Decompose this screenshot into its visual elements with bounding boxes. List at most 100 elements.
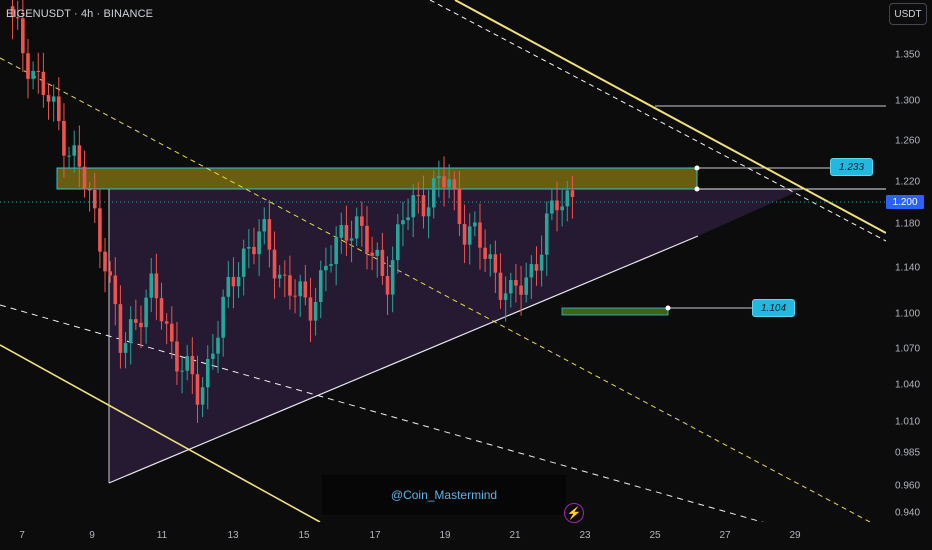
- support-price-label[interactable]: 1.104: [752, 299, 796, 317]
- candle-body: [118, 304, 123, 353]
- candle-body: [51, 96, 56, 102]
- candle-body: [139, 322, 143, 328]
- date-tick: 9: [89, 530, 95, 541]
- price-tick: 1.100: [895, 308, 921, 320]
- candle-body: [354, 216, 359, 239]
- candle-body: [26, 53, 30, 79]
- candle-body: [560, 206, 564, 211]
- candle-body: [144, 297, 148, 328]
- date-tick: 15: [298, 530, 310, 541]
- resistance-handle[interactable]: [694, 165, 700, 171]
- resistance-top-handle[interactable]: [694, 186, 700, 192]
- candle-body: [190, 356, 195, 375]
- candle-body: [77, 145, 82, 167]
- date-tick: 25: [649, 530, 661, 541]
- candle-body: [437, 176, 441, 179]
- candle-body: [324, 265, 328, 271]
- candle-body: [128, 319, 133, 344]
- candle-body: [221, 296, 225, 338]
- date-tick: 13: [227, 530, 239, 541]
- candle-body: [92, 190, 97, 209]
- currency-button[interactable]: USDT: [889, 3, 927, 25]
- candle-body: [426, 207, 431, 217]
- triangle-support-line: [108, 235, 699, 484]
- candle-body: [282, 274, 287, 276]
- resistance-zone[interactable]: [56, 167, 698, 190]
- candle-body: [159, 298, 164, 322]
- candle-body: [498, 272, 503, 300]
- candle-body: [277, 274, 282, 279]
- candle-body: [247, 246, 251, 249]
- candle-body: [195, 374, 200, 405]
- resistance-price-label[interactable]: 1.233: [830, 158, 874, 176]
- candle-body: [519, 285, 523, 295]
- price-tick: 1.180: [895, 218, 921, 230]
- candle-body: [570, 190, 575, 197]
- price-tick: 1.300: [895, 95, 921, 107]
- candle-body: [411, 195, 416, 218]
- candle-body: [56, 96, 61, 121]
- channel-lower-line: [0, 344, 321, 522]
- date-tick: 11: [156, 530, 168, 541]
- candle-body: [555, 200, 559, 211]
- candle-body: [395, 224, 400, 261]
- date-tick: 19: [439, 530, 451, 541]
- price-tick: 1.010: [895, 416, 921, 428]
- candle-body: [447, 179, 451, 188]
- triangle-pattern: [109, 189, 803, 483]
- candle-body: [205, 358, 210, 388]
- date-tick: 21: [509, 530, 521, 541]
- candle-body: [31, 70, 35, 79]
- candle-body: [442, 176, 446, 188]
- candle-body: [329, 264, 333, 266]
- candle-body: [298, 281, 303, 297]
- candle-body: [473, 222, 477, 227]
- candle-body: [231, 276, 236, 287]
- support-handle[interactable]: [665, 305, 671, 311]
- date-tick: 17: [369, 530, 381, 541]
- candle-body: [134, 319, 138, 323]
- candle-body: [318, 270, 323, 303]
- candle-body: [457, 188, 462, 225]
- candle-body: [200, 387, 205, 405]
- candle-body: [252, 246, 256, 255]
- price-tick: 1.070: [895, 343, 921, 355]
- candle-body: [344, 225, 349, 241]
- candle-body: [313, 302, 318, 321]
- candle-body: [98, 208, 102, 252]
- candle-body: [349, 238, 354, 241]
- candle-body: [216, 337, 220, 354]
- candle-body: [293, 295, 297, 297]
- candle-body: [370, 252, 374, 256]
- candle-body: [236, 276, 241, 287]
- candle-body: [149, 273, 154, 298]
- candle-body: [46, 95, 51, 102]
- candle-body: [267, 219, 272, 250]
- price-scale[interactable]: 1.350 1.300 1.260 1.220 1.180 1.140 1.10…: [886, 0, 932, 522]
- lightning-icon[interactable]: ⚡: [564, 503, 584, 523]
- candle-body: [524, 277, 529, 295]
- candle-body: [226, 276, 231, 297]
- candle-body: [72, 145, 77, 156]
- candle-body: [164, 321, 169, 324]
- candle-body: [154, 273, 159, 299]
- candle-body: [503, 293, 508, 300]
- candle-body: [21, 18, 25, 54]
- candle-body: [539, 254, 544, 271]
- candle-body: [385, 275, 390, 295]
- candle-body: [180, 370, 184, 372]
- time-scale[interactable]: 7 9 11 13 15 17 19 21 23 25 27 29: [0, 522, 886, 550]
- candle-body: [103, 251, 107, 272]
- date-tick: 29: [789, 530, 801, 541]
- candle-body: [288, 275, 292, 296]
- date-tick: 23: [579, 530, 591, 541]
- symbol-title[interactable]: EIGENUSDT · 4h · BINANCE: [6, 8, 154, 20]
- candle-body: [87, 189, 92, 191]
- candle-body: [41, 71, 46, 96]
- candle-body: [272, 249, 277, 279]
- candle-body: [529, 264, 534, 278]
- price-tick: 1.040: [895, 379, 921, 391]
- support-zone[interactable]: [561, 307, 669, 316]
- candle-body: [390, 260, 395, 295]
